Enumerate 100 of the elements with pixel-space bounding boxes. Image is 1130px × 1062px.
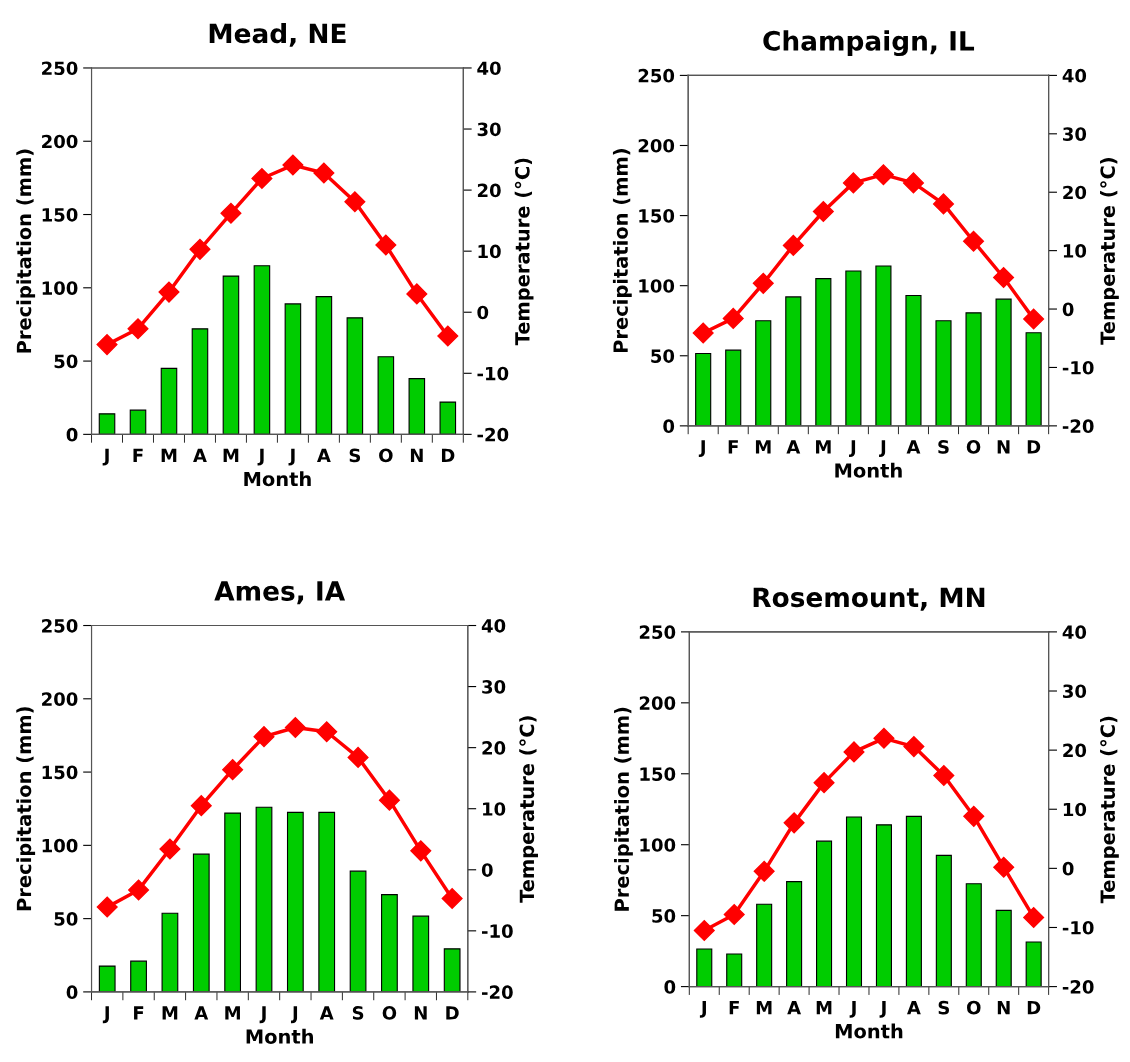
y-tick-label: 0 bbox=[663, 419, 675, 433]
point bbox=[723, 903, 745, 925]
y2-tick-label: -20 bbox=[1062, 419, 1094, 433]
bar bbox=[905, 815, 922, 987]
bar bbox=[160, 367, 178, 435]
bar bbox=[995, 298, 1012, 426]
point bbox=[96, 896, 118, 918]
bar bbox=[98, 413, 116, 435]
bar bbox=[965, 883, 982, 987]
y-axis-title: Precipitation (mm) bbox=[614, 707, 633, 911]
y-tick-label: 250 bbox=[639, 625, 676, 640]
y-tick-label: 50 bbox=[652, 909, 676, 923]
y2-axis-title: Temperature (°C) bbox=[1100, 716, 1119, 904]
point bbox=[963, 230, 985, 252]
point bbox=[313, 162, 335, 184]
x-tick-label: J bbox=[259, 1006, 266, 1024]
y2-tick-label: 30 bbox=[482, 680, 506, 694]
point bbox=[344, 191, 366, 213]
x-tick-label: J bbox=[288, 448, 295, 466]
point bbox=[128, 879, 150, 901]
x-tick-label: F bbox=[729, 1001, 739, 1015]
x-tick-label: A bbox=[194, 1006, 209, 1020]
point bbox=[441, 887, 463, 909]
point bbox=[782, 234, 804, 256]
bar bbox=[315, 296, 333, 435]
y2-tick-label: 0 bbox=[1062, 861, 1074, 876]
bar bbox=[905, 294, 922, 426]
y2-tick-label: -20 bbox=[481, 985, 513, 1000]
point bbox=[410, 840, 432, 862]
bar bbox=[1025, 332, 1042, 426]
x-axis-title: Month bbox=[835, 1023, 903, 1039]
x-tick-label: D bbox=[1027, 1001, 1041, 1015]
bar bbox=[965, 312, 982, 426]
point bbox=[251, 167, 273, 190]
y2-tick-label: 20 bbox=[477, 183, 501, 198]
x-tick-label: M bbox=[756, 1001, 772, 1015]
y2-tick-label: 40 bbox=[1062, 625, 1087, 640]
y-tick-label: 200 bbox=[639, 696, 676, 710]
point bbox=[347, 746, 369, 768]
y-tick-label: 100 bbox=[639, 279, 675, 293]
bar bbox=[756, 903, 773, 987]
chart-title: Rosemount, MN bbox=[753, 587, 985, 611]
point bbox=[284, 716, 306, 739]
y2-axis-title: Temperature (°C) bbox=[514, 158, 534, 346]
y2-tick-label: 20 bbox=[1063, 743, 1087, 758]
bar bbox=[935, 854, 952, 987]
y2-tick-label: 30 bbox=[1063, 127, 1087, 141]
point bbox=[127, 318, 149, 340]
bar bbox=[349, 870, 367, 992]
x-axis-title: Month bbox=[244, 471, 311, 487]
y2-tick-label: 10 bbox=[483, 802, 506, 816]
x-tick-label: S bbox=[352, 1006, 364, 1020]
y2-tick-label: -10 bbox=[477, 366, 509, 381]
x-tick-label: A bbox=[787, 1001, 802, 1015]
x-axis-title: Month bbox=[246, 1028, 313, 1044]
point bbox=[692, 322, 714, 344]
bar bbox=[695, 352, 712, 426]
x-tick-label: J bbox=[699, 1001, 706, 1018]
bar bbox=[381, 894, 398, 992]
bar bbox=[816, 840, 833, 987]
bar bbox=[255, 806, 273, 992]
point bbox=[993, 266, 1015, 289]
point bbox=[406, 283, 428, 305]
bar bbox=[845, 270, 862, 426]
x-tick-label: O bbox=[967, 1000, 981, 1015]
y-tick-label: 50 bbox=[651, 349, 675, 363]
bar bbox=[408, 378, 426, 435]
point bbox=[222, 759, 244, 781]
x-tick-label: S bbox=[349, 448, 361, 463]
y2-tick-label: -10 bbox=[1062, 920, 1094, 935]
bar bbox=[875, 824, 892, 987]
point bbox=[437, 325, 459, 347]
x-tick-label: S bbox=[938, 1000, 950, 1015]
y2-tick-label: 0 bbox=[481, 863, 493, 877]
x-tick-label: N bbox=[410, 448, 423, 462]
bar bbox=[161, 912, 179, 992]
y2-tick-label: 30 bbox=[1063, 684, 1087, 699]
point bbox=[1023, 308, 1045, 330]
point bbox=[253, 726, 275, 748]
y2-tick-label: -10 bbox=[481, 924, 513, 938]
y2-axis-title: Temperature (°C) bbox=[519, 716, 539, 903]
x-tick-label: N bbox=[997, 440, 1010, 454]
x-tick-label: J bbox=[879, 1001, 886, 1018]
x-tick-label: F bbox=[728, 440, 738, 454]
chart-title: Mead, NE bbox=[209, 22, 346, 47]
point bbox=[903, 736, 925, 758]
bar bbox=[1025, 941, 1042, 987]
x-tick-label: F bbox=[134, 1006, 144, 1020]
point bbox=[220, 202, 242, 224]
y-tick-label: 50 bbox=[54, 912, 78, 926]
x-tick-label: J bbox=[698, 440, 705, 458]
y-tick-label: 200 bbox=[42, 134, 78, 149]
point bbox=[963, 805, 985, 827]
y2-tick-label: 40 bbox=[477, 61, 501, 76]
y2-tick-label: 20 bbox=[1063, 185, 1087, 200]
bar bbox=[222, 275, 240, 435]
x-tick-label: J bbox=[849, 1001, 856, 1018]
bar bbox=[786, 881, 803, 987]
bar bbox=[726, 953, 743, 987]
x-tick-label: M bbox=[816, 1001, 832, 1015]
